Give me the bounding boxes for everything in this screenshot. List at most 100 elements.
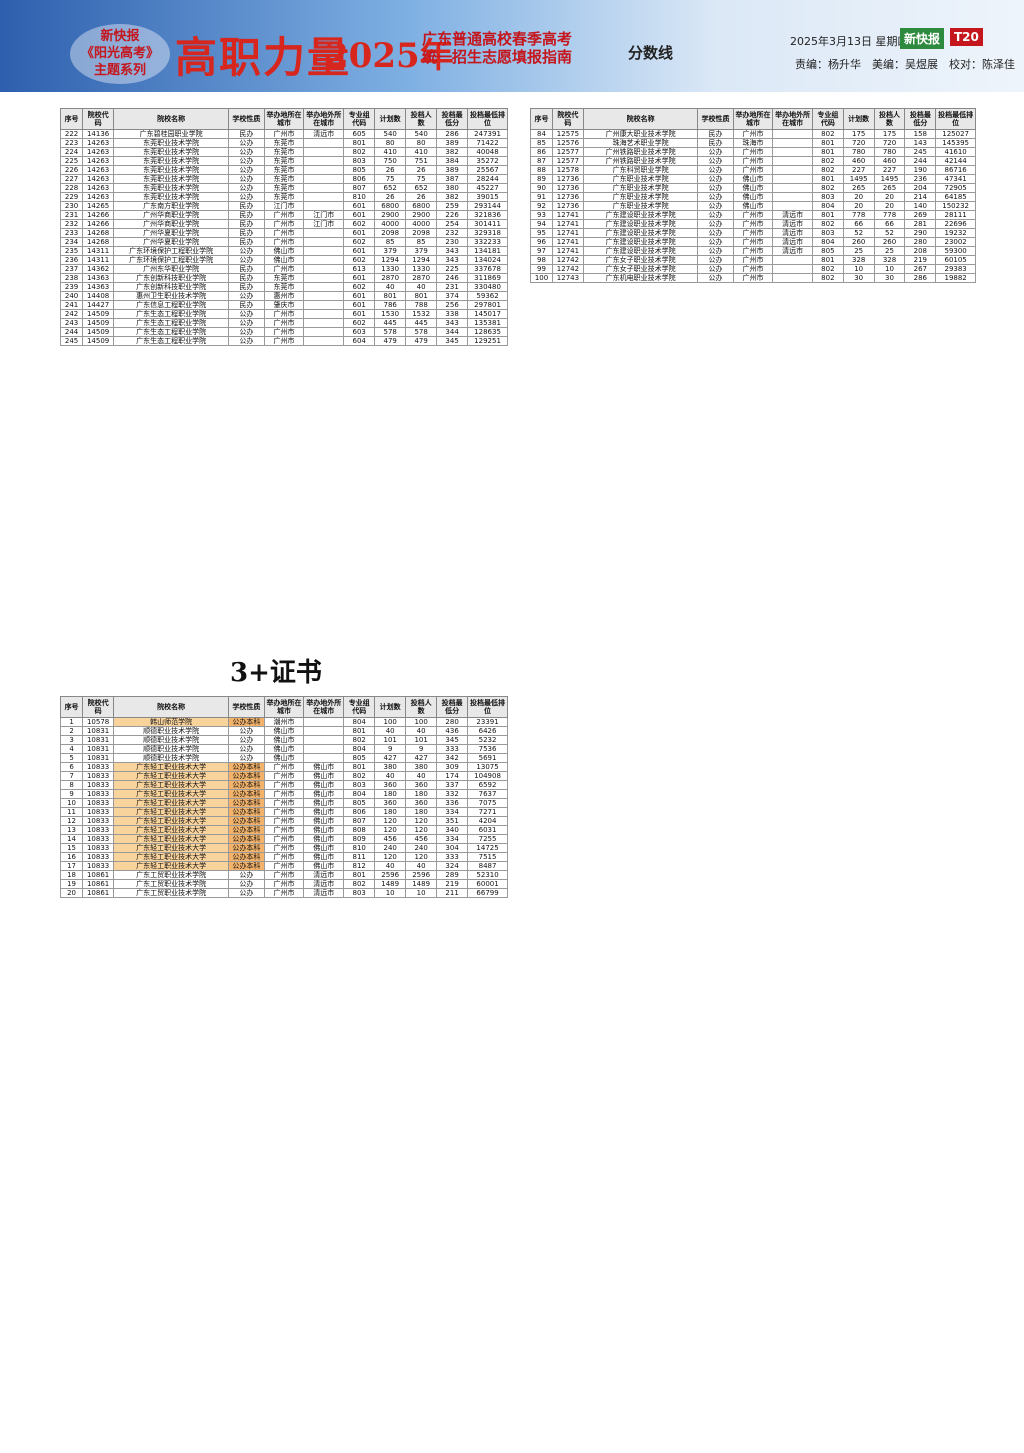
cell: 广东工贸职业技术学院 — [113, 888, 230, 898]
cell: 14266 — [82, 219, 115, 229]
cell: 602 — [343, 318, 376, 328]
cell: 805 — [811, 246, 844, 256]
cell: 12736 — [552, 174, 584, 184]
subtitle-line: 广东普通高校春季高考 — [422, 30, 573, 48]
cell: 12736 — [552, 192, 584, 202]
cell: 280 — [436, 717, 469, 727]
cell: 805 — [343, 165, 376, 175]
cell: 公办 — [228, 183, 265, 193]
cell: 2870 — [374, 273, 407, 283]
cell: 92 — [529, 201, 554, 211]
row: 231 14266 广州华商职业学院 民办 广州市 江门市 601 2900 2900 226 32… — [59, 210, 508, 220]
row: 1 10578 韩山师范学院 公办本科 潮州市 804 100 100 280 23391 — [59, 717, 508, 727]
cell: 254 — [436, 219, 469, 229]
cell: 广州市 — [263, 807, 305, 817]
subtitle-line: 统一招生志愿填报指南 — [422, 48, 573, 66]
cell: 10861 — [82, 888, 115, 898]
cell: 2900 — [374, 210, 407, 220]
cell: 广州市 — [263, 870, 305, 880]
cell: 广东轻工职业技术大学 — [113, 843, 230, 853]
cell: 1 — [59, 717, 84, 727]
row: 97 12741 广东建设职业技术学院 公办 广州市 清远市 805 25 25 208 59300 — [529, 246, 976, 256]
cell: 26 — [374, 192, 407, 202]
cell: 14263 — [82, 138, 115, 148]
cell: 广东建设职业技术学院 — [582, 237, 699, 247]
cell: 14509 — [82, 336, 115, 346]
cell — [772, 192, 813, 202]
cell: 14509 — [82, 327, 115, 337]
cell: 广州市 — [263, 237, 305, 247]
cell: 225 — [436, 264, 469, 274]
cell: 公办 — [228, 138, 265, 148]
cell — [303, 228, 345, 238]
subtitle: 广东普通高校春季高考 统一招生志愿填报指南 — [422, 30, 572, 66]
cell: 806 — [343, 174, 376, 184]
cell: 25 — [873, 246, 906, 256]
cell: 229 — [59, 192, 84, 202]
cell: 1532 — [405, 309, 438, 319]
cell: 公办 — [228, 735, 265, 745]
cell: 387 — [436, 174, 469, 184]
cell: 389 — [436, 138, 469, 148]
cell: 304 — [436, 843, 469, 853]
cell: 41610 — [935, 147, 976, 157]
cell: 民办 — [228, 228, 265, 238]
cell: 14263 — [82, 174, 115, 184]
cell: 100 — [405, 717, 438, 727]
cell: 广东职业技术学院 — [582, 183, 699, 193]
cell: 382 — [436, 147, 469, 157]
cell: 潮州市 — [263, 717, 305, 727]
cell: 广东轻工职业技术大学 — [113, 780, 230, 790]
cell: 公办 — [697, 192, 734, 202]
column-header: 院校名称 — [113, 108, 230, 130]
cell: 778 — [873, 210, 906, 220]
cell: 广州市 — [263, 798, 305, 808]
cell: 344 — [436, 327, 469, 337]
cell: 佛山市 — [303, 852, 345, 862]
cell: 公办 — [697, 255, 734, 265]
cell: 321836 — [467, 210, 508, 220]
cell: 801 — [811, 255, 844, 265]
cell: 223 — [59, 138, 84, 148]
cell: 72905 — [935, 183, 976, 193]
cell: 公办 — [697, 228, 734, 238]
cell: 256 — [436, 300, 469, 310]
cell: 225 — [59, 156, 84, 166]
cell: 公办 — [228, 165, 265, 175]
cell: 佛山市 — [732, 174, 774, 184]
cell: 269 — [904, 210, 937, 220]
cell: 75 — [405, 174, 438, 184]
cell: 85 — [374, 237, 407, 247]
cell: 14263 — [82, 192, 115, 202]
cell: 175 — [873, 129, 906, 139]
cell: 广东环境保护工程职业学院 — [113, 255, 230, 265]
cell: 12 — [59, 816, 84, 826]
row: 85 12576 珠海艺术职业学院 民办 珠海市 801 720 720 143 145395 — [529, 138, 976, 148]
row: 94 12741 广东建设职业技术学院 公办 广州市 清远市 802 66 66 281 22696 — [529, 219, 976, 229]
cell: 20 — [842, 201, 875, 211]
cell: 10831 — [82, 744, 115, 754]
cell: 180 — [374, 807, 407, 817]
header-row: 序号 院校代码 院校名称 学校性质 举办地所在城市 举办地外所在城市 专业组代码 计划数 投档人… — [59, 108, 508, 130]
cell: 7637 — [467, 789, 508, 799]
cell: 惠州市 — [263, 291, 305, 301]
row: 243 14509 广东生态工程职业学院 公办 广州市 602 445 445 343 13538… — [59, 318, 508, 328]
cell: 广州市 — [263, 264, 305, 274]
cell: 14509 — [82, 309, 115, 319]
cell: 180 — [405, 789, 438, 799]
cell: 惠州卫生职业技术学院 — [113, 291, 230, 301]
cell: 807 — [343, 816, 376, 826]
cell: 12741 — [552, 246, 584, 256]
cell: 208 — [904, 246, 937, 256]
cell: 345 — [436, 336, 469, 346]
cell: 14427 — [82, 300, 115, 310]
cell: 广州市 — [263, 861, 305, 871]
row: 230 14265 广东南方职业学院 民办 江门市 601 6800 6800 259 29314… — [59, 201, 508, 211]
cell: 广州市 — [263, 771, 305, 781]
cell: 7255 — [467, 834, 508, 844]
cell: 肇庆市 — [263, 300, 305, 310]
cell: 14363 — [82, 282, 115, 292]
cell: 公办 — [228, 870, 265, 880]
cell: 808 — [343, 825, 376, 835]
cell: 广东科贸职业学院 — [582, 165, 699, 175]
